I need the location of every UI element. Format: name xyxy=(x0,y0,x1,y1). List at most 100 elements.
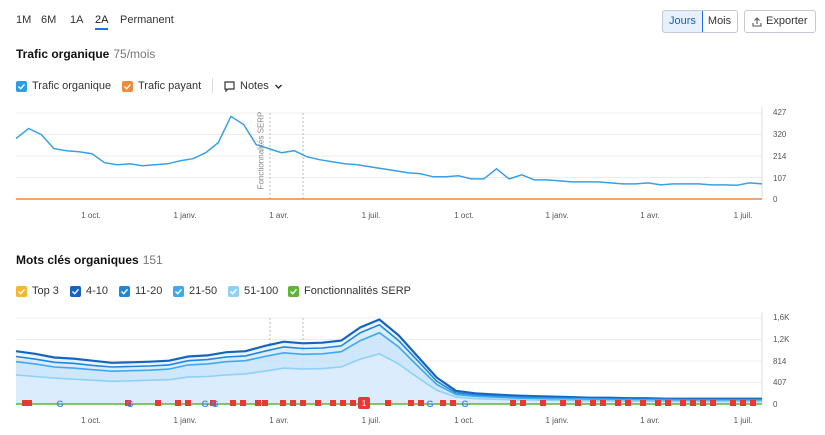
google-marker: G xyxy=(426,399,433,409)
legend-divider xyxy=(212,78,213,93)
traffic-xtick: 1 juil. xyxy=(361,211,381,220)
period-6m[interactable]: 6M xyxy=(41,14,57,26)
checkbox-icon xyxy=(119,285,130,297)
chevron-down-icon xyxy=(274,82,283,91)
flag-marker xyxy=(510,400,516,406)
legend-serp-features[interactable]: Fonctionnalités SERP xyxy=(288,285,411,297)
export-label: Exporter xyxy=(766,15,808,27)
flag-marker xyxy=(385,400,391,406)
flag-marker xyxy=(575,400,581,406)
traffic-xtick: 1 janv. xyxy=(545,211,569,220)
keywords-title: Mots clés organiques 151 xyxy=(16,253,163,267)
flag-marker xyxy=(590,400,596,406)
flag-marker xyxy=(315,400,321,406)
legend-4-10[interactable]: 4-10 xyxy=(70,285,108,297)
kw-21-50-line xyxy=(15,331,762,402)
flag-marker xyxy=(155,400,161,406)
keywords-xtick: 1 oct. xyxy=(81,416,101,425)
kw-11-20-line xyxy=(15,323,762,401)
legend-11-20[interactable]: 11-20 xyxy=(119,285,162,297)
flag-marker xyxy=(255,400,261,406)
google-marker: G xyxy=(126,399,133,409)
traffic-title-text: Trafic organique xyxy=(16,47,110,61)
flag-marker xyxy=(655,400,661,406)
legend-top3-label: Top 3 xyxy=(32,285,59,297)
flag-marker xyxy=(750,400,756,406)
legend-11-20-label: 11-20 xyxy=(135,285,163,297)
flag-marker xyxy=(26,400,32,406)
legend-serp-features-label: Fonctionnalités SERP xyxy=(304,285,411,297)
flag-marker xyxy=(175,400,181,406)
google-marker: G xyxy=(211,399,218,409)
traffic-title: Trafic organique 75/mois xyxy=(16,47,155,61)
keywords-ytick: 0 xyxy=(773,400,778,409)
traffic-value: 75/mois xyxy=(113,47,156,61)
notes-dropdown[interactable]: Notes xyxy=(224,80,283,92)
flag-marker xyxy=(330,400,336,406)
traffic-xtick: 1 oct. xyxy=(454,211,474,220)
flag-marker xyxy=(300,400,306,406)
flag-marker xyxy=(640,400,646,406)
flag-marker xyxy=(408,400,414,406)
serp-annotation[interactable]: Fonctionnalités SERP xyxy=(256,108,266,194)
traffic-xtick: 1 janv. xyxy=(173,211,197,220)
active-period-indicator xyxy=(95,28,108,30)
flag-marker xyxy=(625,400,631,406)
checkbox-icon xyxy=(228,285,239,297)
flag-marker xyxy=(440,400,446,406)
checkbox-icon xyxy=(70,285,81,297)
flag-marker xyxy=(240,400,246,406)
keywords-chart[interactable]: G G G G G G1 xyxy=(15,312,763,409)
legend-organic-label: Trafic organique xyxy=(32,80,112,92)
export-button[interactable]: Exporter xyxy=(744,10,816,33)
export-icon xyxy=(752,16,762,27)
traffic-chart[interactable] xyxy=(15,107,763,200)
legend-paid[interactable]: Trafic payant xyxy=(122,80,201,92)
flag-marker xyxy=(450,400,456,406)
flag-marker xyxy=(690,400,696,406)
keywords-xtick: 1 juil. xyxy=(733,416,753,425)
checkbox-icon xyxy=(173,285,184,297)
legend-organic[interactable]: Trafic organique xyxy=(16,80,111,92)
kw-51-100-line xyxy=(15,352,762,403)
keywords-xtick: 1 janv. xyxy=(545,416,569,425)
traffic-ytick: 0 xyxy=(773,195,778,204)
keywords-xtick: 1 oct. xyxy=(454,416,474,425)
flag-marker xyxy=(520,400,526,406)
legend-top3[interactable]: Top 3 xyxy=(16,285,59,297)
checkbox-icon xyxy=(288,285,299,297)
legend-51-100-label: 51-100 xyxy=(244,285,279,297)
traffic-xtick: 1 avr. xyxy=(640,211,660,220)
flag-marker xyxy=(262,400,268,406)
google-marker: G xyxy=(56,399,63,409)
flag-marker xyxy=(350,400,356,406)
keywords-xtick: 1 avr. xyxy=(269,416,289,425)
keywords-ytick: 1,2K xyxy=(773,335,790,344)
checkbox-icon xyxy=(16,80,27,92)
keywords-ytick: 814 xyxy=(773,357,787,366)
months-button[interactable]: Mois xyxy=(707,15,732,27)
keywords-value: 151 xyxy=(142,253,163,267)
keywords-xtick: 1 avr. xyxy=(640,416,660,425)
period-permanent[interactable]: Permanent xyxy=(120,14,174,26)
legend-21-50[interactable]: 21-50 xyxy=(173,285,217,297)
days-button[interactable]: Jours xyxy=(663,11,703,32)
google-marker: G xyxy=(461,399,468,409)
traffic-ytick: 320 xyxy=(773,130,787,139)
flag-marker xyxy=(210,400,216,406)
traffic-xtick: 1 oct. xyxy=(81,211,101,220)
period-1m[interactable]: 1M xyxy=(16,14,32,26)
keywords-xtick: 1 janv. xyxy=(173,416,197,425)
period-2a[interactable]: 2A xyxy=(95,14,109,26)
flag-marker xyxy=(230,400,236,406)
traffic-ytick: 214 xyxy=(773,152,787,161)
legend-51-100[interactable]: 51-100 xyxy=(228,285,278,297)
flag-marker xyxy=(710,400,716,406)
flag-marker xyxy=(560,400,566,406)
flag-marker xyxy=(680,400,686,406)
kw-51-100-area xyxy=(16,353,762,404)
traffic-ytick: 107 xyxy=(773,174,787,183)
period-1a[interactable]: 1A xyxy=(70,14,84,26)
checkbox-icon xyxy=(16,285,27,297)
organic-traffic-line xyxy=(15,115,763,187)
